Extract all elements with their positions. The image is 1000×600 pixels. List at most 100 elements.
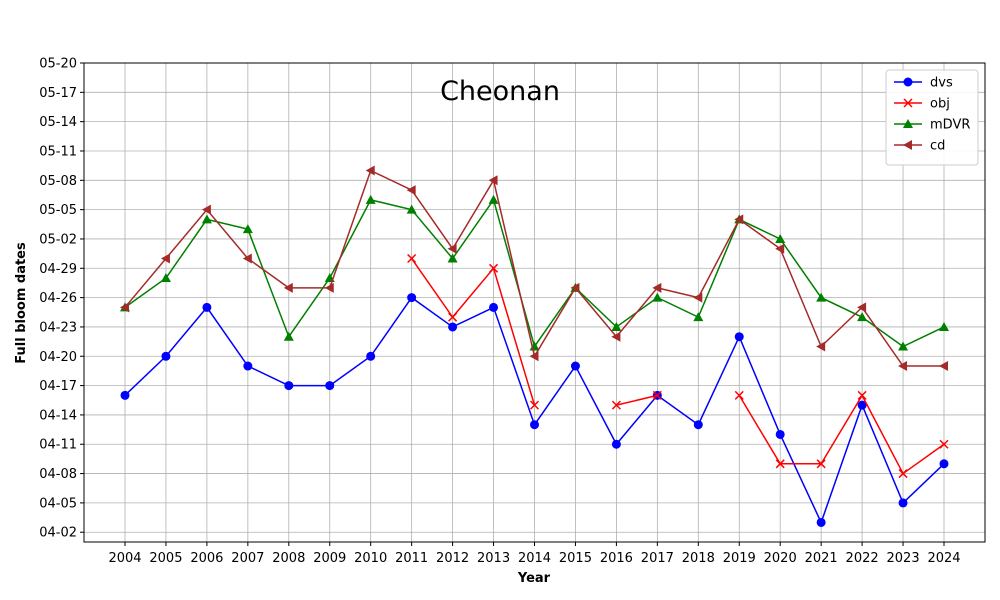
x-tick-label: 2005 [149, 551, 182, 566]
data-point-mDVR [775, 233, 786, 243]
y-tick-label: 05-08 [39, 174, 77, 189]
series-line-obj [738, 393, 945, 475]
x-tick-label: 2021 [805, 551, 838, 566]
data-point-mDVR [406, 204, 417, 214]
x-tick-label: 2010 [354, 551, 387, 566]
data-point-cd [570, 282, 580, 293]
y-tick-label: 05-17 [39, 86, 77, 101]
data-point-dvs [857, 400, 867, 410]
x-tick-label: 2004 [108, 551, 141, 566]
legend-marker-dvs [903, 77, 913, 87]
legend-label-obj: obj [930, 97, 950, 112]
legend-label-mDVR: mDVR [930, 118, 970, 133]
data-point-mDVR [447, 253, 458, 263]
y-tick-label: 04-26 [39, 291, 77, 306]
data-point-cd [529, 351, 539, 362]
series-mDVR [120, 194, 949, 351]
data-point-mDVR [939, 321, 949, 331]
data-point-obj [939, 439, 949, 449]
y-tick-label: 04-29 [39, 262, 77, 277]
data-point-mDVR [242, 224, 253, 234]
data-point-cd [611, 331, 621, 342]
x-tick-label: 2012 [436, 551, 469, 566]
y-tick-label: 05-02 [39, 232, 77, 247]
series-layer [120, 165, 949, 527]
data-point-mDVR [857, 312, 868, 322]
data-point-obj [816, 459, 826, 469]
data-point-cd [734, 214, 744, 225]
data-point-cd [365, 165, 375, 176]
y-tick-label: 05-14 [39, 115, 77, 130]
y-tick-label: 04-17 [39, 379, 77, 394]
data-point-obj [775, 459, 785, 469]
data-point-dvs [734, 332, 744, 342]
data-point-cd [693, 292, 703, 303]
x-tick-label: 2009 [313, 551, 346, 566]
data-point-dvs [448, 322, 458, 332]
data-point-cd [816, 341, 826, 352]
data-point-obj [652, 390, 662, 400]
data-point-dvs [366, 351, 376, 361]
data-point-dvs [489, 302, 499, 312]
data-point-mDVR [693, 312, 704, 322]
data-point-dvs [325, 381, 335, 391]
x-tick-label: 2023 [887, 551, 920, 566]
data-point-obj [489, 263, 499, 273]
data-point-cd [120, 302, 129, 313]
data-point-dvs [202, 302, 212, 312]
data-point-mDVR [488, 194, 499, 204]
y-axis-ticks: 04-02 04-05 04-08 04-11 04-14 04-17 04-20 04-23… [39, 57, 84, 541]
data-point-dvs [243, 361, 253, 371]
data-point-mDVR [816, 292, 827, 302]
data-point-obj [857, 390, 867, 400]
data-point-cd [160, 253, 170, 264]
data-point-mDVR [652, 292, 663, 302]
data-point-dvs [775, 429, 785, 439]
data-point-cd [898, 361, 908, 372]
data-point-dvs [407, 293, 417, 303]
legend-box [885, 69, 979, 166]
data-point-mDVR [201, 214, 212, 224]
legend-label-dvs: dvs [930, 76, 953, 91]
data-point-mDVR [898, 341, 909, 351]
legend-marker-mDVR [903, 119, 913, 128]
data-point-obj [611, 400, 621, 410]
data-point-cd [324, 282, 334, 293]
series-dvs [120, 293, 949, 527]
data-point-dvs [939, 459, 949, 469]
legend-marker-cd [903, 140, 912, 150]
x-tick-label: 2014 [518, 551, 551, 566]
data-point-cd [857, 302, 867, 313]
data-point-cd [939, 361, 948, 372]
data-point-cd [201, 204, 211, 215]
data-point-obj [407, 253, 417, 264]
y-tick-label: 05-20 [39, 57, 77, 72]
x-tick-label: 2020 [764, 551, 797, 566]
y-axis-title: Full bloom dates [14, 242, 29, 364]
x-tick-label: 2017 [641, 551, 674, 566]
y-tick-label: 04-14 [39, 408, 77, 423]
data-point-dvs [898, 498, 908, 508]
y-tick-label: 04-05 [39, 496, 77, 511]
series-line-obj [616, 394, 658, 406]
x-tick-label: 2008 [272, 551, 305, 566]
x-tick-label: 2015 [559, 551, 592, 566]
y-tick-label: 04-08 [39, 467, 77, 482]
series-line-obj [411, 258, 536, 406]
data-point-dvs [570, 361, 580, 371]
data-point-cd [488, 175, 498, 186]
x-tick-label: 2016 [600, 551, 633, 566]
data-point-mDVR [365, 194, 376, 204]
data-point-mDVR [283, 331, 294, 341]
data-point-dvs [284, 381, 294, 391]
x-axis-title: Year [517, 571, 551, 586]
data-point-dvs [611, 439, 621, 449]
data-point-cd [283, 282, 293, 293]
grid-lines [84, 62, 985, 542]
data-point-cd [652, 282, 662, 293]
legend-marker-obj [903, 98, 913, 108]
y-tick-label: 04-20 [39, 350, 77, 365]
data-point-mDVR [160, 273, 171, 283]
y-tick-label: 05-11 [39, 144, 77, 159]
